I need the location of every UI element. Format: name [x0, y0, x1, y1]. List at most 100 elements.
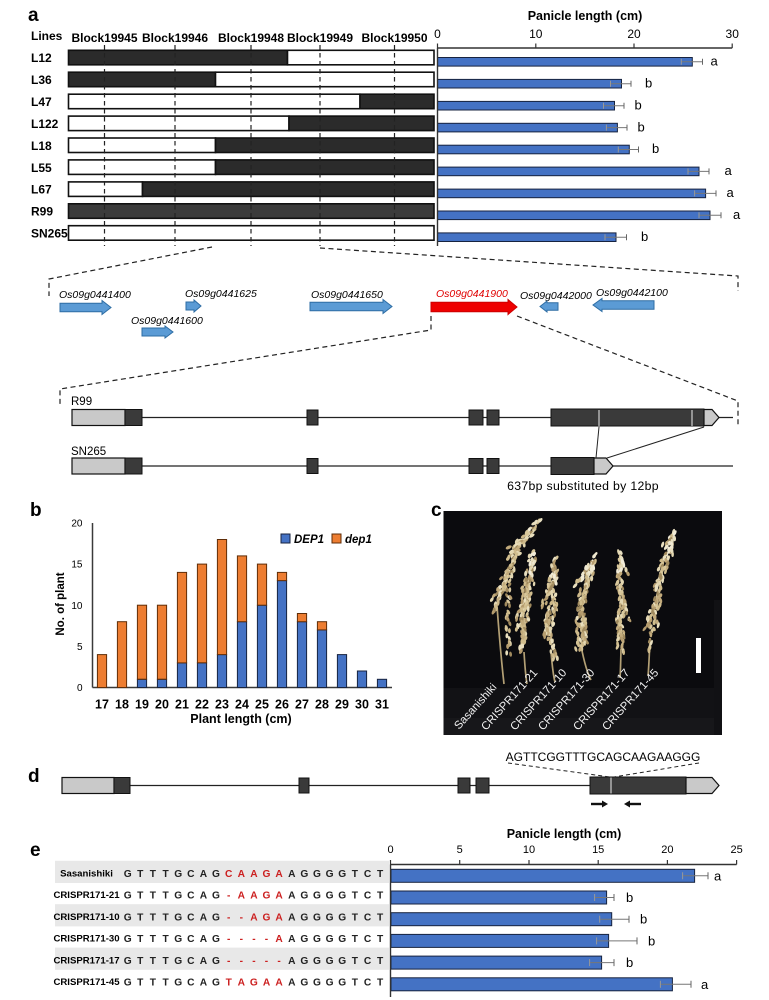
svg-text:-: - — [252, 956, 255, 967]
svg-text:18: 18 — [115, 698, 129, 712]
svg-text:G: G — [313, 934, 321, 945]
svg-text:C: C — [187, 956, 195, 967]
svg-text:Os09g0442000: Os09g0442000 — [520, 290, 592, 302]
svg-text:b: b — [641, 229, 648, 244]
svg-text:Os09g0441650: Os09g0441650 — [311, 289, 383, 301]
svg-text:-: - — [240, 934, 243, 945]
svg-text:G: G — [338, 934, 346, 945]
svg-text:-: - — [240, 912, 243, 923]
svg-text:A: A — [250, 912, 258, 923]
svg-text:Panicle length (cm): Panicle length (cm) — [507, 827, 622, 841]
svg-text:-: - — [252, 934, 255, 945]
svg-text:C: C — [187, 891, 195, 902]
svg-text:G: G — [263, 912, 271, 923]
svg-text:T: T — [377, 869, 384, 880]
svg-text:G: G — [212, 869, 220, 880]
svg-text:d: d — [28, 766, 40, 787]
svg-text:L47: L47 — [31, 95, 52, 109]
svg-text:Block19949: Block19949 — [287, 31, 353, 45]
svg-text:DEP1: DEP1 — [294, 534, 324, 546]
svg-text:21: 21 — [175, 698, 189, 712]
svg-text:Os09g0441900: Os09g0441900 — [436, 288, 508, 300]
svg-text:SN265: SN265 — [31, 227, 68, 241]
svg-text:A: A — [275, 978, 283, 989]
svg-text:G: G — [212, 934, 220, 945]
svg-text:A: A — [238, 869, 246, 880]
svg-text:T: T — [377, 891, 384, 902]
svg-text:T: T — [162, 934, 169, 945]
svg-text:G: G — [338, 978, 346, 989]
svg-text:L55: L55 — [31, 161, 52, 175]
svg-text:15: 15 — [592, 844, 604, 856]
svg-text:G: G — [338, 891, 346, 902]
svg-text:Panicle length (cm): Panicle length (cm) — [528, 9, 643, 23]
svg-text:T: T — [137, 978, 144, 989]
svg-text:G: G — [300, 934, 308, 945]
svg-text:20: 20 — [627, 27, 641, 41]
svg-text:T: T — [150, 869, 157, 880]
svg-text:C: C — [364, 934, 372, 945]
svg-text:30: 30 — [355, 698, 369, 712]
svg-text:b: b — [648, 933, 655, 948]
svg-text:G: G — [174, 912, 182, 923]
svg-text:G: G — [326, 869, 334, 880]
svg-text:C: C — [187, 934, 195, 945]
svg-text:G: G — [174, 869, 182, 880]
svg-text:G: G — [338, 869, 346, 880]
svg-text:Block19950: Block19950 — [361, 31, 427, 45]
svg-text:T: T — [162, 956, 169, 967]
svg-text:G: G — [313, 912, 321, 923]
svg-text:T: T — [377, 912, 384, 923]
svg-text:AGTTCGGTTTGCAGCAAGAAGGG: AGTTCGGTTTGCAGCAAGAAGGG — [506, 750, 701, 764]
svg-text:29: 29 — [335, 698, 349, 712]
svg-text:a: a — [733, 207, 741, 222]
svg-text:T: T — [150, 978, 157, 989]
svg-text:G: G — [300, 978, 308, 989]
svg-text:5: 5 — [77, 642, 83, 653]
svg-text:C: C — [364, 978, 372, 989]
svg-text:15: 15 — [71, 560, 83, 571]
svg-text:20: 20 — [155, 698, 169, 712]
svg-text:0: 0 — [434, 27, 441, 41]
svg-text:637bp substituted by 12bp: 637bp substituted by 12bp — [507, 479, 659, 493]
svg-text:Lines: Lines — [31, 29, 63, 43]
svg-text:A: A — [275, 891, 283, 902]
svg-text:G: G — [124, 912, 132, 923]
svg-text:T: T — [377, 934, 384, 945]
svg-text:25: 25 — [255, 698, 269, 712]
svg-text:Sasanishiki: Sasanishiki — [60, 869, 113, 880]
svg-text:T: T — [150, 956, 157, 967]
svg-text:A: A — [288, 978, 296, 989]
svg-text:0: 0 — [387, 844, 393, 856]
svg-text:A: A — [288, 869, 296, 880]
svg-text:25: 25 — [730, 844, 742, 856]
svg-text:G: G — [338, 956, 346, 967]
svg-text:T: T — [377, 978, 384, 989]
svg-text:A: A — [275, 934, 283, 945]
svg-text:Os09g0441625: Os09g0441625 — [185, 288, 257, 300]
svg-text:T: T — [137, 956, 144, 967]
svg-text:R99: R99 — [71, 396, 92, 408]
svg-text:G: G — [124, 978, 132, 989]
svg-text:Block19946: Block19946 — [142, 31, 208, 45]
svg-text:G: G — [212, 978, 220, 989]
svg-text:Block19945: Block19945 — [71, 31, 137, 45]
svg-text:T: T — [150, 912, 157, 923]
svg-text:A: A — [238, 978, 246, 989]
svg-text:No. of plant: No. of plant — [55, 572, 67, 635]
svg-text:10: 10 — [523, 844, 535, 856]
svg-text:G: G — [174, 934, 182, 945]
svg-text:G: G — [300, 891, 308, 902]
svg-text:A: A — [250, 869, 258, 880]
svg-text:G: G — [313, 956, 321, 967]
svg-text:G: G — [300, 869, 308, 880]
svg-text:CRISPR171-10: CRISPR171-10 — [53, 912, 119, 923]
svg-text:A: A — [200, 978, 208, 989]
svg-text:G: G — [326, 891, 334, 902]
svg-text:C: C — [364, 869, 372, 880]
svg-text:A: A — [275, 869, 283, 880]
svg-text:G: G — [313, 891, 321, 902]
svg-text:T: T — [352, 912, 359, 923]
svg-text:-: - — [240, 956, 243, 967]
svg-text:b: b — [652, 141, 659, 156]
